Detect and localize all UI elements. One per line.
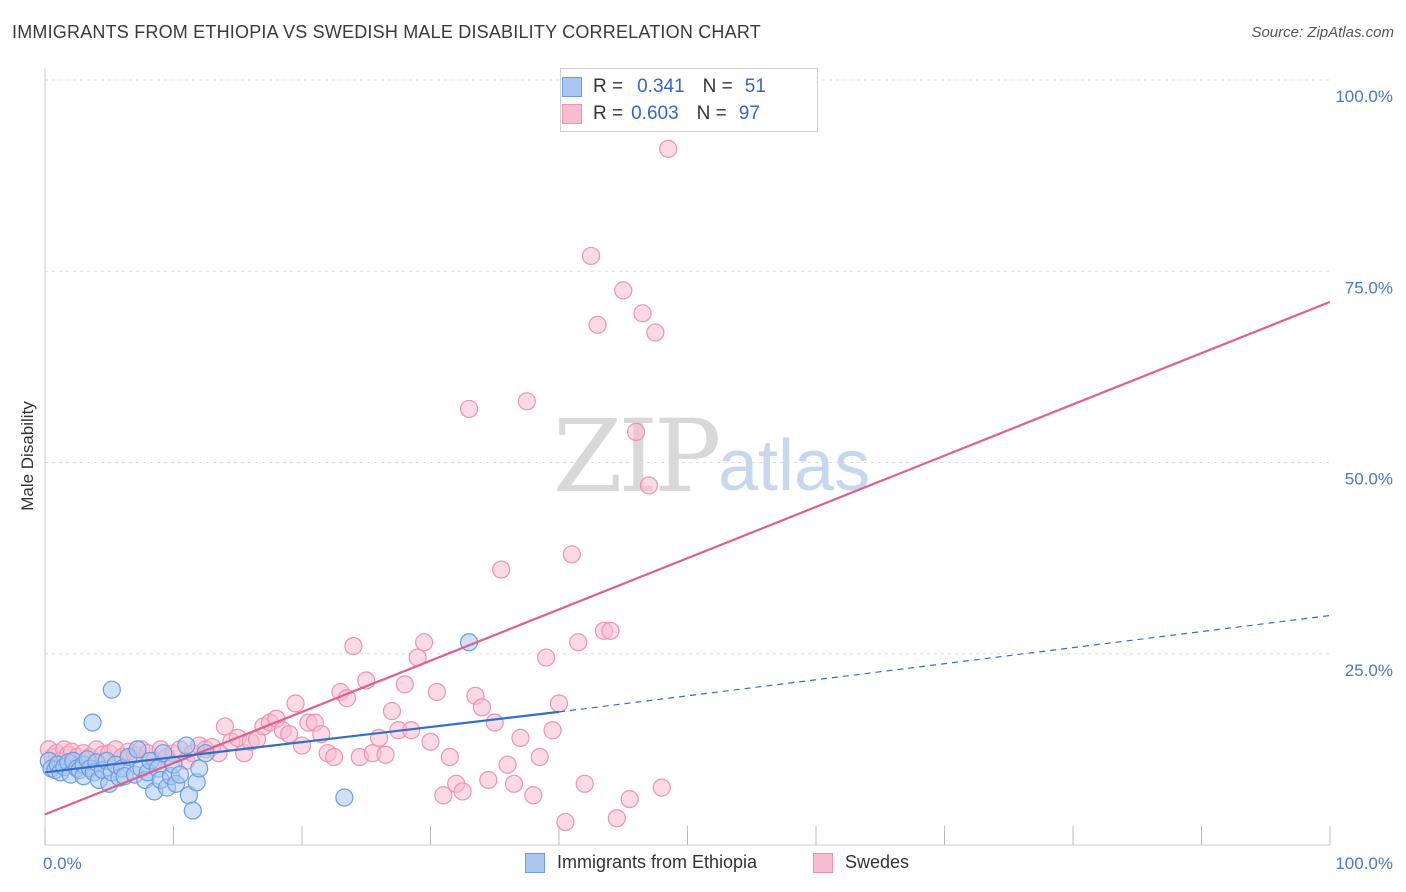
ethiopia-point xyxy=(335,788,354,807)
legend-r-label: R = xyxy=(593,76,624,97)
x-tick-label: 100.0% xyxy=(1335,854,1393,873)
swedes-point xyxy=(652,778,671,797)
swedes-point xyxy=(582,246,601,266)
swedes-point xyxy=(549,694,569,713)
trend-lines xyxy=(44,300,1331,816)
ethiopia-point xyxy=(177,736,196,755)
swedes-point xyxy=(382,702,402,721)
swedes-point xyxy=(511,728,530,748)
ethiopia-point xyxy=(190,759,209,778)
legend-n-value: 51 xyxy=(744,76,766,97)
swedes-point xyxy=(588,315,607,334)
swedes-point xyxy=(530,747,549,767)
ethiopia-point xyxy=(170,765,190,784)
swedes-point xyxy=(472,698,491,717)
ethiopia-trend-line xyxy=(44,710,560,774)
swedes-point xyxy=(440,747,459,767)
swedes-point xyxy=(569,633,588,652)
watermark-atlas: atlas xyxy=(718,426,871,506)
legend-r-value: 0.341 xyxy=(637,76,685,97)
swedes-point xyxy=(453,782,472,801)
swedes-point xyxy=(292,736,312,755)
swedes-point xyxy=(344,636,363,656)
grid-lines xyxy=(45,79,1330,655)
legend-r-value: 0.603 xyxy=(631,103,679,124)
swedes-point xyxy=(325,747,344,767)
ethiopia-point xyxy=(183,801,202,820)
swedes-point xyxy=(427,682,447,702)
bottom-legend-swatch-swedes xyxy=(813,852,833,873)
swedes-point xyxy=(620,789,639,809)
swedes-point xyxy=(601,621,620,640)
legend-n-label: N = xyxy=(696,103,727,124)
swedes-points xyxy=(39,70,697,832)
x-tick-label: 0.0% xyxy=(43,854,82,873)
swedes-point xyxy=(504,774,524,793)
swedes-point xyxy=(479,770,498,790)
swedes-point xyxy=(633,304,652,323)
swedes-point xyxy=(376,745,395,764)
swedes-point xyxy=(459,399,479,419)
legend-n-value: 97 xyxy=(738,103,760,124)
swedes-point xyxy=(215,717,234,736)
y-tick-label: 25.0% xyxy=(1345,661,1393,680)
swedes-point xyxy=(639,476,659,495)
legend-swatch-swedes xyxy=(562,104,582,124)
bottom-legend-label-swedes: Swedes xyxy=(845,852,910,872)
swedes-point xyxy=(614,281,633,300)
swedes-point xyxy=(286,694,305,713)
y-tick-label: 75.0% xyxy=(1345,278,1393,297)
bottom-legend-label-ethiopia: Immigrants from Ethiopia xyxy=(557,852,758,872)
swedes-trend-line xyxy=(44,300,1331,816)
swedes-point xyxy=(517,392,536,411)
swedes-point xyxy=(414,633,434,652)
swedes-point xyxy=(646,323,665,342)
swedes-point xyxy=(498,755,517,774)
ethiopia-point xyxy=(102,680,121,699)
swedes-point xyxy=(607,809,626,828)
legend-row-ethiopia: R = 0.341 N = 51 xyxy=(562,75,766,99)
swedes-point xyxy=(485,713,504,732)
bottom-legend-ethiopia: Immigrants from Ethiopia xyxy=(525,852,757,873)
watermark-zip: ZIP xyxy=(553,398,721,515)
source-label: Source: ZipAtlas.com xyxy=(1251,24,1394,41)
bottom-legend-swatch-ethiopia xyxy=(525,852,545,873)
correlation-legend: R = 0.341 N = 51 R = 0.603 N = 97 xyxy=(560,68,818,132)
swedes-point xyxy=(524,786,543,805)
swedes-point xyxy=(543,721,562,740)
ethiopia-point xyxy=(128,740,147,759)
swedes-point xyxy=(556,812,575,832)
swedes-point xyxy=(537,648,556,667)
ethiopia-point xyxy=(83,713,102,732)
bottom-legend-swedes: Swedes xyxy=(813,852,909,873)
chart-title: IMMIGRANTS FROM ETHIOPIA VS SWEDISH MALE… xyxy=(12,22,761,42)
y-tick-label: 100.0% xyxy=(1335,87,1393,106)
axes xyxy=(44,68,1331,846)
legend-n-label: N = xyxy=(702,76,733,97)
swedes-point xyxy=(492,560,511,579)
swedes-point xyxy=(421,732,440,751)
swedes-point xyxy=(626,422,646,441)
swedes-point xyxy=(395,675,414,694)
legend-swatch-ethiopia xyxy=(562,77,582,97)
swedes-point xyxy=(575,774,594,793)
swedes-point xyxy=(434,786,453,805)
y-tick-label: 50.0% xyxy=(1345,470,1393,489)
swedes-point xyxy=(659,139,678,158)
legend-r-label: R = xyxy=(593,103,624,124)
tick-labels: 25.0% 50.0% 75.0% 100.0% 0.0% 100.0% xyxy=(43,87,1393,873)
ethiopia-trend-extension xyxy=(558,614,1331,713)
swedes-point xyxy=(562,545,581,564)
legend-row-swedes: R = 0.603 N = 97 xyxy=(562,102,760,126)
